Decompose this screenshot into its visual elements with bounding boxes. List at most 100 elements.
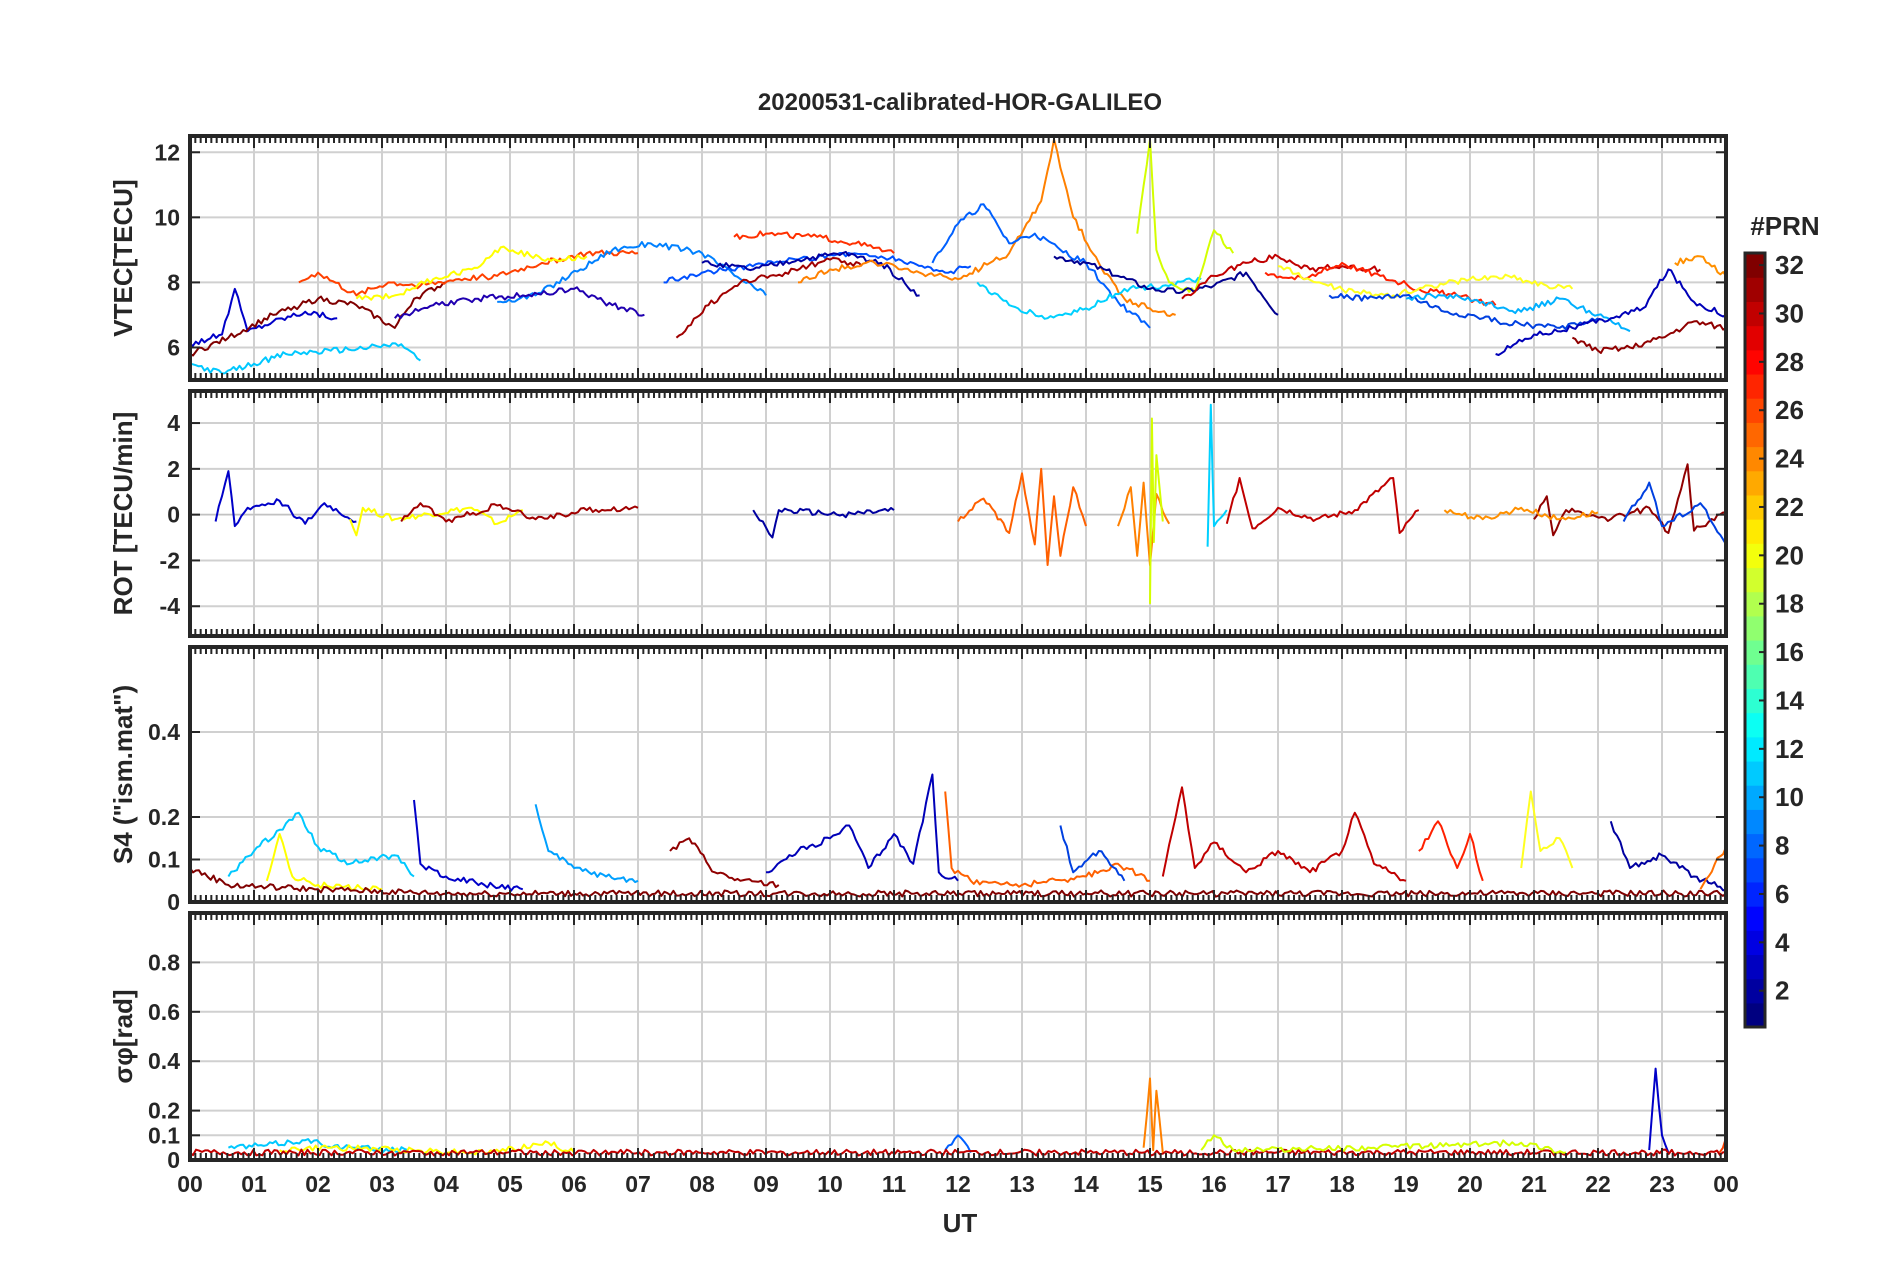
colorbar-segment (1745, 422, 1765, 448)
colorbar-label: #PRN (1750, 211, 1819, 241)
data-series-line (1161, 786, 1407, 882)
x-tick-label: 08 (689, 1171, 715, 1197)
y-tick-label: 0.4 (148, 1048, 180, 1074)
colorbar-tick-label: 4 (1775, 927, 1790, 957)
data-series-line (976, 276, 1202, 320)
x-tick-label: 18 (1329, 1171, 1355, 1197)
y-tick-label: 2 (167, 456, 180, 482)
data-series-line (394, 286, 645, 319)
data-series-line (298, 249, 639, 297)
colorbar-segment (1745, 301, 1765, 327)
colorbar-tick-label: 26 (1775, 395, 1804, 425)
x-tick-label: 21 (1521, 1171, 1547, 1197)
colorbar-segment (1745, 809, 1765, 835)
colorbar-segment (1745, 906, 1765, 931)
y-tick-label: 8 (167, 269, 180, 295)
y-tick-label: 0.6 (148, 999, 180, 1025)
y-tick-label: -2 (160, 547, 180, 573)
data-series-line (1495, 268, 1726, 356)
data-series-line (265, 833, 383, 892)
colorbar-tick-label: 24 (1775, 444, 1804, 474)
data-series-line (752, 507, 895, 539)
colorbar-segment (1745, 349, 1765, 375)
colorbar-tick-label: 16 (1775, 637, 1804, 667)
colorbar-segment (1745, 712, 1765, 738)
data-series-line (1225, 477, 1420, 534)
data-series-line (1181, 253, 1382, 300)
panel-rot: -4 -2 0 2 4 ROT [TECU/min] (108, 389, 1728, 638)
data-series-line (675, 257, 863, 339)
data-series-line (190, 342, 421, 375)
data-series-line (214, 470, 357, 528)
data-series-line (1520, 790, 1574, 869)
colorbar-segment (1745, 954, 1765, 980)
x-tick-label: 00 (177, 1171, 203, 1197)
colorbar-segment (1745, 543, 1765, 569)
data-series-line (765, 773, 959, 882)
colorbar-segment (1745, 640, 1765, 665)
colorbar-segment (1745, 978, 1765, 1004)
data-series-line (797, 138, 1176, 317)
y-axis-label: σφ[rad] (108, 989, 138, 1083)
y-axis-label: VTEC[TECU] (108, 179, 138, 336)
y-tick-label: 0.1 (148, 847, 180, 873)
x-tick-label: 06 (561, 1171, 587, 1197)
y-axis-label: S4 ("ism.mat") (108, 685, 138, 864)
y-tick-label: 0 (167, 889, 180, 915)
y-tick-label: 0.8 (148, 949, 180, 975)
colorbar-segment (1745, 785, 1765, 810)
colorbar-segment (1745, 615, 1765, 641)
x-tick-label: 07 (625, 1171, 651, 1197)
data-series-line (1053, 255, 1279, 316)
colorbar-tick-label: 28 (1775, 347, 1804, 377)
y-tick-label: 12 (154, 139, 180, 165)
x-tick-label: 23 (1649, 1171, 1675, 1197)
colorbar-segment (1745, 470, 1765, 496)
x-tick-label: 09 (753, 1171, 779, 1197)
y-tick-label: 10 (154, 204, 180, 230)
x-tick-label: 02 (305, 1171, 331, 1197)
x-tick-label: 12 (945, 1171, 971, 1197)
colorbar-segment (1745, 881, 1765, 907)
x-tick-label: 04 (433, 1171, 459, 1197)
x-tick-label: 19 (1393, 1171, 1419, 1197)
y-tick-label: 0 (167, 1147, 180, 1173)
colorbar-tick-label: 22 (1775, 492, 1804, 522)
data-series-line (1328, 292, 1599, 330)
y-tick-label: 4 (167, 410, 180, 436)
colorbar-segment (1745, 519, 1765, 544)
data-series-line (1418, 820, 1484, 882)
chart-title: 20200531-calibrated-HOR-GALILEO (758, 89, 1162, 116)
colorbar-segment (1745, 567, 1765, 593)
colorbar-tick-label: 20 (1775, 540, 1804, 570)
x-axis-label: UT (943, 1208, 978, 1238)
data-series-line (1059, 825, 1126, 882)
data-series-line (1443, 506, 1599, 521)
data-series-line (279, 1140, 575, 1156)
colorbar-frame (1743, 251, 1767, 1029)
panel-sigma-phi: 00.10.2 0.4 0.6 0.8 σφ[rad] (108, 911, 1728, 1173)
x-tick-labels: 00 01 02 03 04 05 06 07 08 09 10 11 12 13 14 15 16 17 18 19… (177, 1171, 1739, 1197)
y-tick-label: -4 (160, 593, 181, 619)
x-tick-label: 17 (1265, 1171, 1291, 1197)
data-series-line (1572, 320, 1726, 354)
x-tick-label: 16 (1201, 1171, 1227, 1197)
colorbar-segment (1745, 253, 1765, 278)
panel-s4: 0 0.1 0.2 0.4 S4 ("ism.mat") (108, 645, 1728, 915)
x-tick-label: 20 (1457, 1171, 1483, 1197)
colorbar-segment (1745, 930, 1765, 956)
data-series-line (701, 250, 920, 297)
x-tick-label: 11 (882, 1171, 907, 1197)
x-tick-label: 05 (497, 1171, 523, 1197)
data-series-line (1405, 292, 1631, 333)
colorbar-segment (1745, 736, 1765, 762)
data-series-line (957, 467, 1087, 566)
x-tick-label: 15 (1137, 1171, 1163, 1197)
x-tick-label: 00 (1713, 1171, 1739, 1197)
colorbar-segment (1745, 1002, 1765, 1028)
colorbar-tick-label: 12 (1775, 734, 1804, 764)
data-series-line (1149, 417, 1164, 604)
colorbar-tick-label: 30 (1775, 298, 1804, 328)
colorbar-tick-label: 2 (1775, 976, 1789, 1006)
y-tick-label: 0.2 (148, 1098, 180, 1124)
